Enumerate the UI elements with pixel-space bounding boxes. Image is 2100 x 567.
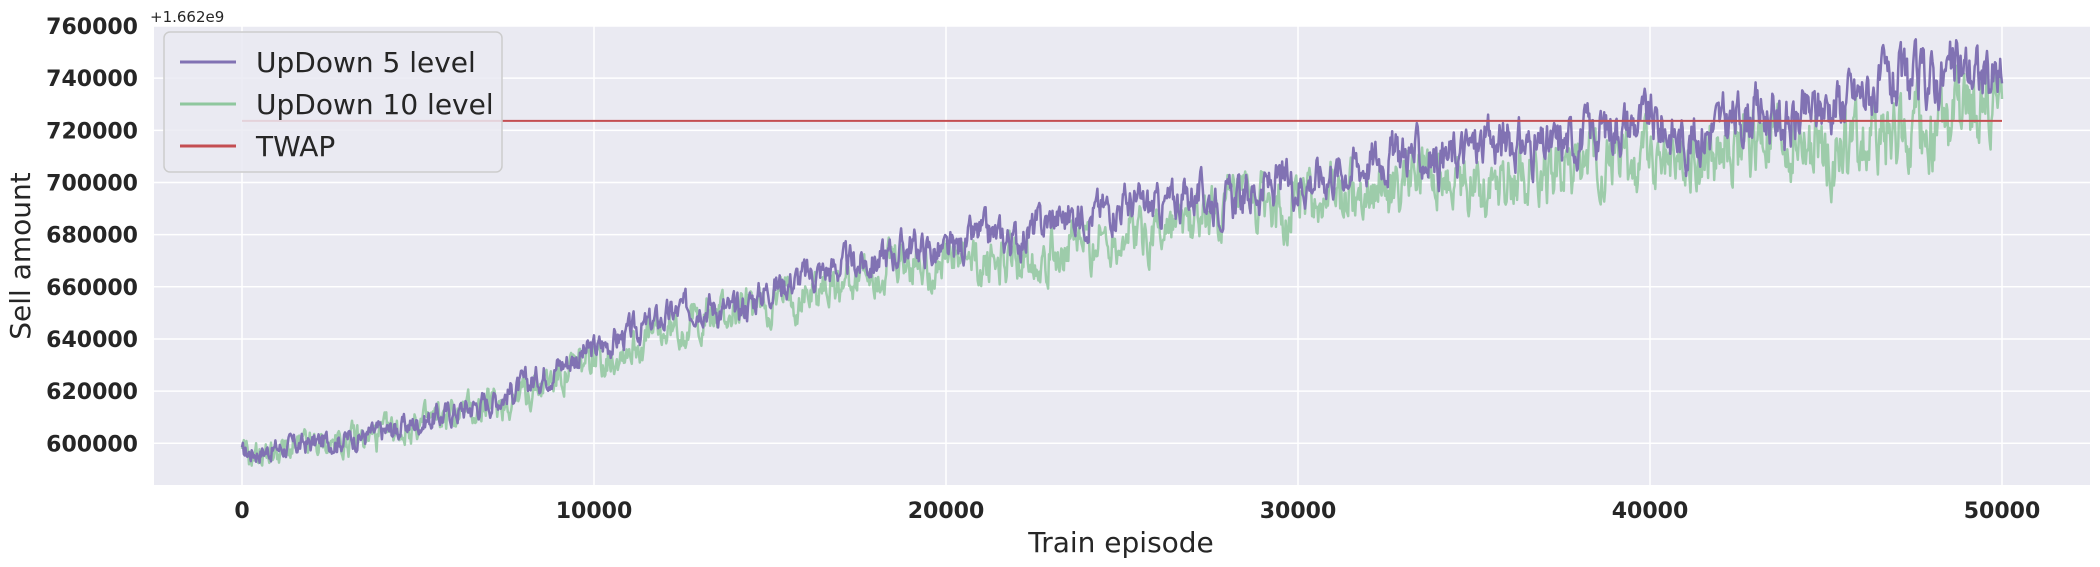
y-tick-label: 680000 xyxy=(46,224,138,249)
x-axis-label: Train episode xyxy=(1027,526,1214,559)
y-offset-label: +1.662e9 xyxy=(150,8,224,26)
legend-label-twap: TWAP xyxy=(255,130,335,163)
y-tick-labels: 600000 620000 640000 660000 680000 700000 7200… xyxy=(46,15,138,457)
y-tick-label: 740000 xyxy=(46,67,138,92)
x-tick-label: 40000 xyxy=(1612,499,1689,524)
legend-label-updown5: UpDown 5 level xyxy=(256,46,476,79)
series-lines xyxy=(240,38,2004,467)
x-tick-label: 20000 xyxy=(908,499,985,524)
y-axis-label: Sell amount xyxy=(4,172,37,340)
y-tick-label: 720000 xyxy=(46,119,138,144)
x-tick-label: 50000 xyxy=(1964,499,2041,524)
y-tick-label: 760000 xyxy=(46,15,138,40)
y-tick-label: 640000 xyxy=(46,328,138,353)
y-tick-label: 600000 xyxy=(46,432,138,457)
series-line-updown10 xyxy=(240,63,2004,467)
x-tick-label: 30000 xyxy=(1260,499,1337,524)
x-tick-label: 0 xyxy=(234,499,249,524)
y-tick-label: 660000 xyxy=(46,276,138,301)
legend: UpDown 5 level UpDown 10 level TWAP xyxy=(163,31,503,173)
grid-lines xyxy=(154,25,2090,485)
x-tick-labels: 0 10000 20000 30000 40000 50000 xyxy=(234,499,2040,524)
y-tick-label: 620000 xyxy=(46,380,138,405)
series-line-updown5 xyxy=(240,38,2004,464)
legend-box xyxy=(163,31,503,173)
y-tick-label: 700000 xyxy=(46,171,138,196)
legend-label-updown10: UpDown 10 level xyxy=(256,88,494,121)
x-tick-label: 10000 xyxy=(556,499,633,524)
